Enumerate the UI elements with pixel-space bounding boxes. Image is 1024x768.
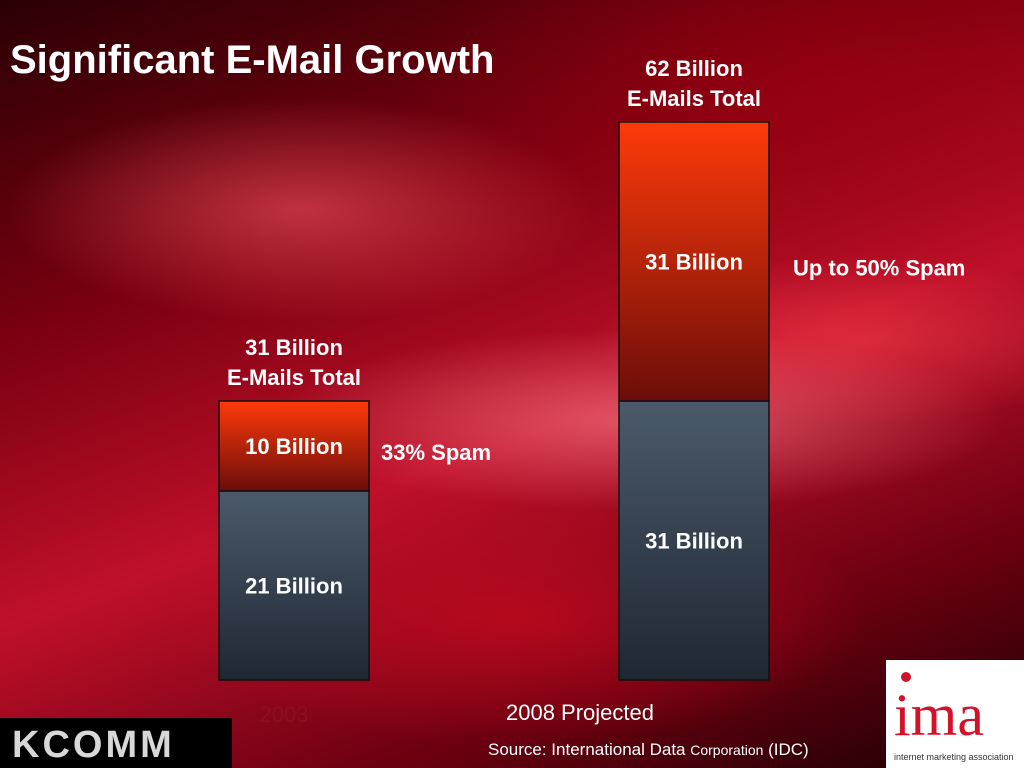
source-note: Source: International Data Corporation (… [488, 740, 809, 760]
total-label-1-line1: 62 Billion [645, 56, 743, 81]
segment-label-0-1: 10 Billion [245, 434, 343, 459]
kcomm-logo: KCOMM [0, 718, 232, 768]
annotation-0: 33% Spam [381, 440, 491, 465]
total-label-0-line2: E-Mails Total [227, 365, 361, 390]
source-suffix: (IDC) [763, 740, 809, 759]
source-small: Corporation [690, 742, 764, 758]
total-label-0-line1: 31 Billion [245, 335, 343, 360]
segment-label-1-1: 31 Billion [645, 250, 743, 275]
bar-segment-0-0 [218, 490, 370, 681]
category-label-0: 2003 [260, 702, 309, 727]
category-label-1: 2008 Projected [506, 700, 654, 725]
ima-logo: ima internet marketing association [886, 660, 1024, 768]
source-prefix: Source: International Data [488, 740, 691, 759]
bar-segment-0-1 [218, 400, 370, 492]
bar-segment-1-1 [618, 121, 770, 402]
page-title: Significant E-Mail Growth [10, 38, 495, 82]
segment-label-0-0: 21 Billion [245, 574, 343, 599]
total-label-1-line2: E-Mails Total [627, 86, 761, 111]
ima-tagline: internet marketing association [894, 752, 1014, 762]
ima-logo-text: ima [894, 682, 984, 748]
kcomm-logo-text: KCOMM [12, 724, 175, 766]
annotation-1: Up to 50% Spam [793, 256, 965, 281]
ima-dot-icon [901, 672, 911, 682]
segment-label-1-0: 31 Billion [645, 529, 743, 554]
